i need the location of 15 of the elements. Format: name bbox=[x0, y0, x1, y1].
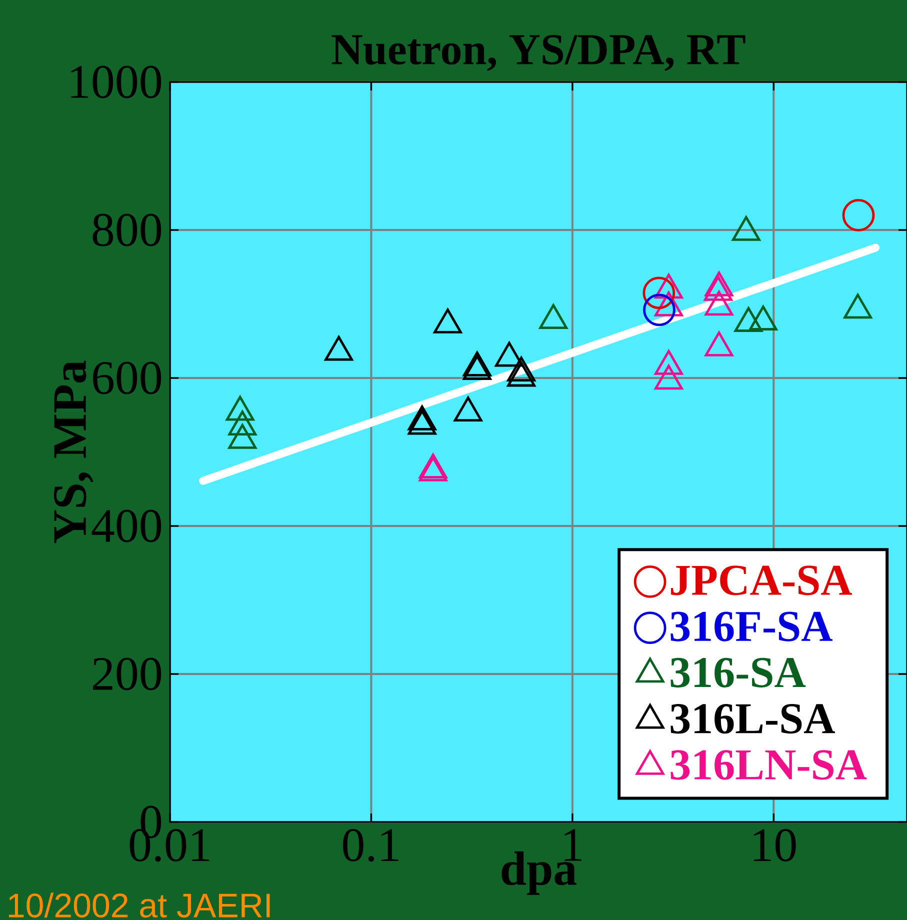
y-tick-label: 1000 bbox=[71, 66, 162, 98]
legend-label: 316-SA bbox=[670, 658, 806, 688]
y-tick-label: 800 bbox=[92, 214, 162, 246]
legend-label: 316F-SA bbox=[670, 612, 833, 642]
y-tick-label: 200 bbox=[93, 658, 162, 690]
legend-label: JPCA-SA bbox=[671, 566, 852, 596]
legend-label: 316L-SA bbox=[670, 704, 835, 734]
x-tick-label: 0.1 bbox=[343, 829, 398, 862]
text: 10/2002 at JAERI bbox=[9, 892, 270, 918]
chart-title: Nuetron, YS/DPA, RT bbox=[332, 34, 746, 71]
y-tick-label: 400 bbox=[92, 510, 162, 542]
y-tick-label: 600 bbox=[92, 362, 162, 394]
legend-label: 316LN-SA bbox=[670, 750, 867, 780]
x-tick-label: 10 bbox=[754, 829, 796, 862]
y-axis-title: YS, MPa bbox=[54, 360, 94, 544]
